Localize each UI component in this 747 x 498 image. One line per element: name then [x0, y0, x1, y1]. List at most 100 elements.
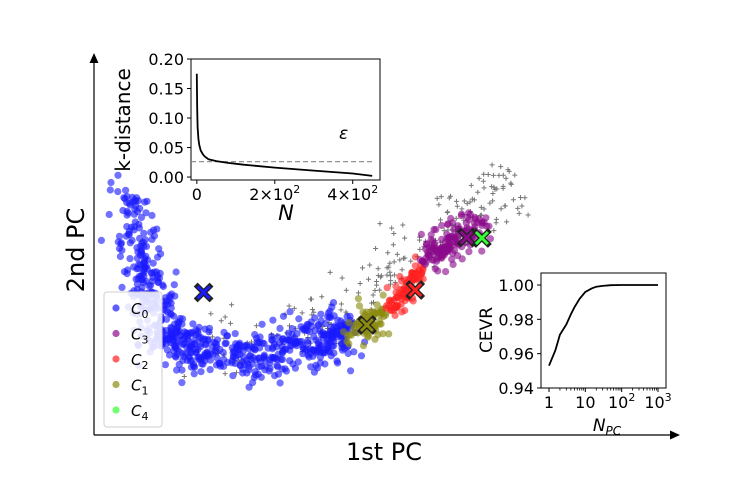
noise-point — [384, 265, 390, 271]
cluster-point-c1 — [359, 342, 368, 350]
cevr-xtick-label: 102 — [608, 391, 635, 412]
noise-point — [375, 273, 381, 279]
cluster-point-c3 — [465, 216, 473, 224]
cluster-point-c0 — [250, 373, 258, 381]
cluster-point-c0 — [202, 351, 210, 359]
k-distance-xtick-label: 2×102 — [249, 183, 300, 204]
cluster-point-c0 — [206, 366, 214, 374]
cluster-point-c0 — [173, 366, 181, 374]
noise-point — [516, 210, 522, 216]
cluster-point-c1 — [340, 328, 348, 336]
cluster-point-c0 — [317, 310, 325, 318]
cevr-ytick-label: 1.00 — [498, 276, 534, 295]
cluster-point-c0 — [137, 213, 146, 221]
noise-point — [504, 219, 510, 225]
cluster-point-c0 — [117, 239, 125, 247]
noise-point — [512, 172, 518, 178]
noise-point — [388, 278, 394, 284]
cluster-point-c0 — [106, 186, 114, 194]
noise-point — [500, 172, 506, 178]
noise-point — [500, 185, 506, 191]
cluster-point-c1 — [379, 291, 387, 299]
noise-point — [510, 197, 516, 203]
inset-k-distance-plot: 0.00 0.05 0.10 0.15 0.20 0 2×102 4×102 ε k-distan… — [111, 50, 381, 225]
centroid-fill-c2 — [408, 282, 423, 298]
cevr-ylabel: CEVR — [477, 307, 497, 353]
noise-point — [377, 287, 383, 293]
cluster-point-c0 — [149, 273, 157, 281]
cluster-point-c0 — [286, 308, 294, 316]
cluster-point-c0 — [231, 330, 239, 338]
cluster-point-c0 — [289, 360, 297, 368]
cluster-point-c0 — [171, 344, 180, 352]
cluster-point-c0 — [125, 199, 133, 207]
k-distance-ytick-label: 0.10 — [148, 109, 184, 128]
cluster-point-c0 — [126, 255, 134, 263]
cevr-xtick-label: 103 — [644, 391, 671, 412]
cluster-point-c0 — [140, 229, 148, 237]
noise-point — [489, 162, 495, 168]
noise-point — [311, 309, 317, 315]
cluster-point-c0 — [326, 307, 334, 315]
cluster-point-c0 — [350, 348, 358, 356]
cluster-centroids — [193, 227, 492, 335]
cluster-point-c0 — [107, 178, 115, 187]
noise-point — [436, 202, 442, 208]
legend-marker — [112, 329, 120, 338]
cluster-point-c3 — [485, 222, 493, 230]
k-distance-xtick-label: 0 — [192, 185, 202, 204]
noise-point — [218, 318, 224, 324]
noise-point — [310, 306, 316, 312]
noise-point — [503, 175, 509, 181]
noise-point — [385, 250, 391, 256]
cluster-point-c0 — [261, 366, 269, 374]
noise-point — [370, 292, 376, 298]
cluster-point-c2 — [383, 284, 391, 292]
noise-point — [402, 235, 408, 241]
cluster-point-c0 — [123, 207, 131, 215]
noise-point — [227, 320, 233, 326]
noise-point — [391, 230, 397, 236]
cluster-point-c0 — [321, 360, 329, 368]
noise-point — [468, 182, 474, 188]
noise-point — [491, 228, 497, 234]
centroid-fill-c0 — [196, 285, 211, 300]
cluster-point-c3 — [445, 234, 453, 242]
cluster-point-c0 — [295, 315, 303, 323]
cluster-point-c3 — [433, 255, 441, 263]
cluster-point-c0 — [327, 352, 335, 360]
cevr-xtick-label: 10 — [575, 393, 595, 412]
cevr-xlabel: NPC — [593, 416, 622, 438]
cluster-point-c0 — [205, 328, 213, 336]
noise-point — [373, 245, 379, 251]
cluster-point-c0 — [269, 316, 277, 324]
cluster-point-c0 — [318, 330, 326, 338]
cluster-point-c0 — [115, 232, 124, 240]
legend-marker — [112, 304, 120, 312]
cluster-point-c0 — [105, 210, 113, 219]
cluster-point-c0 — [159, 281, 167, 289]
cluster-point-c0 — [302, 323, 310, 331]
cluster-point-c3 — [442, 268, 450, 276]
cluster-point-c3 — [482, 214, 490, 222]
cluster-point-c0 — [278, 355, 286, 363]
noise-point — [400, 222, 406, 228]
noise-point — [481, 171, 487, 177]
noise-point — [475, 189, 481, 195]
cluster-point-c3 — [437, 245, 445, 253]
noise-point — [522, 195, 528, 201]
k-distance-frame — [190, 58, 381, 181]
cluster-point-c0 — [311, 314, 319, 322]
cluster-point-c0 — [114, 188, 122, 196]
noise-point — [489, 184, 495, 190]
k-distance-xlabel: N — [278, 201, 294, 225]
noise-point — [365, 276, 371, 282]
cluster-point-c0 — [126, 239, 134, 247]
cluster-point-c0 — [197, 368, 205, 376]
cluster-point-c0 — [141, 257, 149, 265]
noise-point — [357, 281, 363, 287]
cluster-point-c0 — [286, 336, 294, 344]
noise-point — [467, 199, 473, 205]
cluster-point-c0 — [120, 194, 128, 202]
noise-point — [308, 296, 314, 302]
